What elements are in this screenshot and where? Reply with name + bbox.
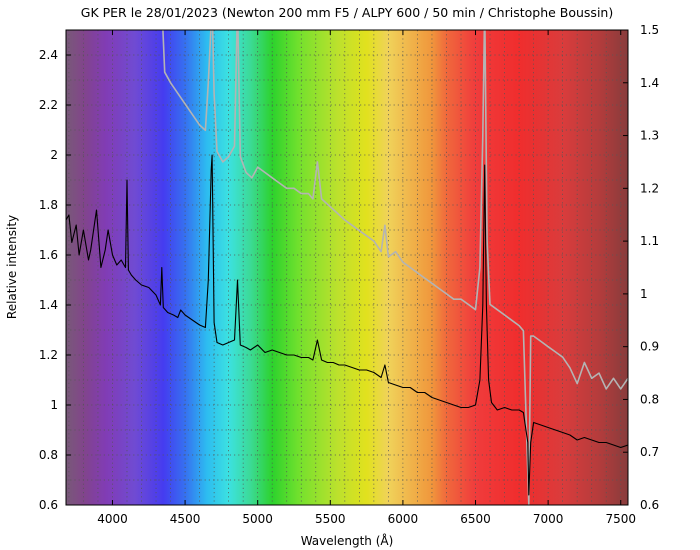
y2-tick-label: 0.7	[640, 445, 659, 459]
x-tick-label: 4500	[170, 512, 201, 526]
y-tick-label: 1.8	[39, 198, 58, 212]
spectrum-shade	[66, 30, 628, 505]
spectrum-background	[66, 30, 628, 505]
plot-frame	[65, 29, 629, 506]
x-tick-label: 5500	[315, 512, 346, 526]
y2-tick-label: 0.9	[640, 340, 659, 354]
y2-tick-label: 1.1	[640, 234, 659, 248]
y2-tick-label: 1	[640, 287, 648, 301]
y-axis-label: Relative intensity	[5, 215, 19, 319]
y-tick-label: 1.6	[39, 248, 58, 262]
y-tick-label: 1	[50, 398, 58, 412]
y-tick-label: 0.6	[39, 498, 58, 512]
x-tick-label: 6500	[460, 512, 491, 526]
x-axis-label: Wavelength (Å)	[301, 533, 394, 548]
y-tick-label: 1.2	[39, 348, 58, 362]
y2-tick-label: 0.6	[640, 498, 659, 512]
x-tick-label: 4000	[97, 512, 128, 526]
chart-title: GK PER le 28/01/2023 (Newton 200 mm F5 /…	[81, 5, 613, 20]
y-tick-label: 2.2	[39, 98, 58, 112]
x-tick-label: 5000	[242, 512, 273, 526]
y2-tick-label: 1.4	[640, 76, 659, 90]
y-tick-label: 0.8	[39, 448, 58, 462]
x-tick-label: 7000	[533, 512, 564, 526]
x-tick-label: 7500	[605, 512, 636, 526]
y-tick-label: 2.4	[39, 48, 58, 62]
spectrum-gradient	[66, 30, 628, 505]
x-tick-label: 6000	[388, 512, 419, 526]
y2-tick-label: 1.2	[640, 181, 659, 195]
y-tick-label: 2	[50, 148, 58, 162]
y-tick-label: 1.4	[39, 298, 58, 312]
y2-tick-label: 1.5	[640, 23, 659, 37]
spectrum-line-left-axis	[66, 154, 628, 496]
series-layer	[66, 30, 628, 505]
axis-ticks: 4000 4500 5000 5500 6000 6500 7000 7500 0.6 0.8 1 1…	[39, 23, 659, 526]
spectrum-line-right-axis	[162, 30, 628, 505]
y2-tick-label: 0.8	[640, 392, 659, 406]
y2-tick-label: 1.3	[640, 129, 659, 143]
